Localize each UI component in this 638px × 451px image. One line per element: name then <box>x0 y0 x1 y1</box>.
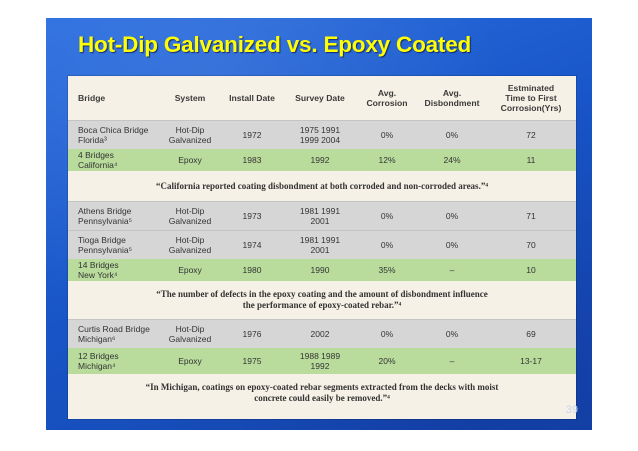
table-row-epoxy: 4 Bridges California⁴ Epoxy 1983 1992 12% 24% 1… <box>68 149 576 171</box>
table-row-galvanized: Curtis Road Bridge Michigan⁶ Hot-Dip Galvan… <box>68 319 576 348</box>
quote-text: “The number of defects in the epoxy coat… <box>68 281 576 320</box>
comparison-table-panel: Bridge System Install Date Survey Date Avg. C… <box>68 76 576 419</box>
table-row-epoxy: 14 Bridges New York⁴ Epoxy 1980 1990 35% –10 <box>68 259 576 281</box>
cell-system: Epoxy <box>160 149 220 171</box>
table-row-galvanized: Boca Chica Bridge Florida³ Hot-Dip Galvaniz… <box>68 120 576 149</box>
cell-bridge: 14 Bridges New York⁴ <box>68 259 160 281</box>
cell-avg-disbondment: 0% <box>418 201 486 231</box>
cell-install-date: 1974 <box>220 230 284 259</box>
table-header-row: Bridge System Install Date Survey Date Avg. C… <box>68 76 576 121</box>
table-row-galvanized: Tioga Bridge Pennsylvania⁵ Hot-Dip Galvaniz… <box>68 230 576 259</box>
header-survey-date: Survey Date <box>295 93 345 103</box>
header-time-to-corrosion: Estminated Time to First Corrosion(Yrs) <box>500 83 562 113</box>
quote-row: “The number of defects in the epoxy coat… <box>68 281 576 320</box>
cell-avg-corrosion: 12% <box>356 149 418 171</box>
cell-avg-corrosion: 0% <box>356 201 418 231</box>
header-system: System <box>174 93 206 103</box>
cell-install-date: 1976 <box>220 319 284 348</box>
cell-time-to-corrosion: 69 <box>486 319 576 348</box>
cell-time-to-corrosion: 11 <box>486 149 576 171</box>
cell-time-to-corrosion: 71 <box>486 201 576 231</box>
cell-bridge: Boca Chica Bridge Florida³ <box>68 120 160 149</box>
cell-system: Hot-Dip Galvanized <box>160 120 220 149</box>
cell-avg-corrosion: 35% <box>356 259 418 281</box>
cell-avg-corrosion: 0% <box>356 230 418 259</box>
cell-avg-disbondment: – <box>418 348 486 374</box>
cell-bridge: Athens Bridge Pennsylvania⁵ <box>68 201 160 231</box>
cell-system: Epoxy <box>160 348 220 374</box>
cell-install-date: 1983 <box>220 149 284 171</box>
cell-install-date: 1975 <box>220 348 284 374</box>
cell-time-to-corrosion: 13-17 <box>486 348 576 374</box>
cell-time-to-corrosion: 70 <box>486 230 576 259</box>
cell-survey-date: 1988 1989 1992 <box>284 348 356 374</box>
table-row-galvanized: Athens Bridge Pennsylvania⁵ Hot-Dip Galvani… <box>68 201 576 231</box>
comparison-table: Bridge System Install Date Survey Date Avg. C… <box>68 76 576 412</box>
cell-avg-disbondment: 0% <box>418 120 486 149</box>
cell-system: Hot-Dip Galvanized <box>160 201 220 231</box>
quote-text: “California reported coating disbondment… <box>68 171 576 202</box>
slide: Hot-Dip Galvanized vs. Epoxy Coated Brid… <box>46 18 592 430</box>
cell-install-date: 1980 <box>220 259 284 281</box>
cell-bridge: Tioga Bridge Pennsylvania⁵ <box>68 230 160 259</box>
quote-row: “In Michigan, coatings on epoxy-coated r… <box>68 374 576 412</box>
cell-avg-corrosion: 20% <box>356 348 418 374</box>
cell-time-to-corrosion: 72 <box>486 120 576 149</box>
header-bridge: Bridge <box>78 93 106 103</box>
cell-avg-disbondment: – <box>418 259 486 281</box>
cell-avg-disbondment: 0% <box>418 319 486 348</box>
cell-survey-date: 2002 <box>284 319 356 348</box>
cell-avg-corrosion: 0% <box>356 319 418 348</box>
cell-system: Epoxy <box>160 259 220 281</box>
cell-survey-date: 1990 <box>284 259 356 281</box>
cell-install-date: 1973 <box>220 201 284 231</box>
cell-avg-disbondment: 0% <box>418 230 486 259</box>
cell-survey-date: 1981 1991 2001 <box>284 230 356 259</box>
cell-bridge: 4 Bridges California⁴ <box>68 149 160 171</box>
table-row-epoxy: 12 Bridges Michigan⁴ Epoxy 1975 1988 1989 199… <box>68 348 576 374</box>
cell-system: Hot-Dip Galvanized <box>160 230 220 259</box>
quote-text: “In Michigan, coatings on epoxy-coated r… <box>68 374 576 412</box>
cell-survey-date: 1981 1991 2001 <box>284 201 356 231</box>
page-number: 39 <box>565 404 578 416</box>
cell-time-to-corrosion: 10 <box>486 259 576 281</box>
quote-row: “California reported coating disbondment… <box>68 171 576 202</box>
cell-avg-corrosion: 0% <box>356 120 418 149</box>
cell-avg-disbondment: 24% <box>418 149 486 171</box>
cell-install-date: 1972 <box>220 120 284 149</box>
cell-system: Hot-Dip Galvanized <box>160 319 220 348</box>
header-install-date: Install Date <box>229 93 275 103</box>
cell-survey-date: 1975 1991 1999 2004 <box>284 120 356 149</box>
cell-survey-date: 1992 <box>284 149 356 171</box>
table-body: Boca Chica Bridge Florida³ Hot-Dip Galvaniz… <box>68 120 576 412</box>
slide-title: Hot-Dip Galvanized vs. Epoxy Coated <box>78 32 472 57</box>
cell-bridge: 12 Bridges Michigan⁴ <box>68 348 160 374</box>
cell-bridge: Curtis Road Bridge Michigan⁶ <box>68 319 160 348</box>
header-avg-corrosion: Avg. Corrosion <box>366 88 408 108</box>
header-avg-disbondment: Avg. Disbondment <box>424 88 480 108</box>
